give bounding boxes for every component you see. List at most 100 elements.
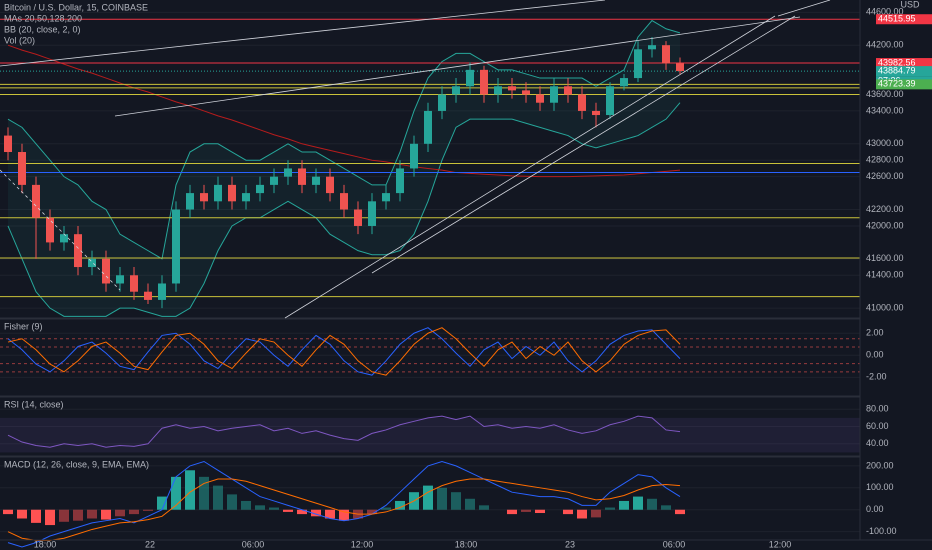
candle-body [340,193,348,210]
candle-body [130,275,138,292]
histogram-bar [45,509,55,526]
histogram-bar [633,496,643,510]
y-tick-label: 42600.00 [866,171,904,181]
histogram-bar [101,509,111,520]
histogram-bar [129,509,139,515]
currency: USD [900,0,920,9]
histogram-bar [297,509,307,515]
candle-body [410,143,418,169]
candle-body [242,193,250,202]
candle-body [550,86,558,103]
candle-body [298,168,306,185]
histogram-bar [73,509,83,521]
candle-body [200,193,208,202]
y-tick-label: 2.00 [866,328,884,338]
indicator-line [7,327,681,376]
candle-body [18,152,26,185]
candle-body [172,209,180,284]
candle-body [466,69,474,87]
trend-line [0,0,606,67]
y-tick-label: 42000.00 [866,220,904,230]
histogram-bar [115,509,125,517]
price-label: 43723.39 [878,79,916,89]
candle-body [158,283,166,300]
x-tick-label: 12:00 [769,539,792,549]
indicator-line [7,478,681,541]
histogram-bar [605,507,615,510]
candle-body [662,45,670,64]
histogram-bar [199,476,209,510]
price-axis [860,0,932,550]
x-tick-label: 06:00 [663,539,686,549]
y-tick-label: 43000.00 [866,138,904,148]
y-tick-label: 0.00 [866,350,884,360]
histogram-bar [591,509,601,518]
histogram-bar [185,470,195,510]
histogram-bar [647,498,657,510]
indicator-line [7,415,681,448]
histogram-bar [465,498,475,510]
candle-body [508,86,516,91]
candle-body [228,184,236,202]
candle-body [32,184,40,218]
y-tick-label: 100.00 [866,482,894,492]
candle-body [186,193,194,210]
histogram-bar [59,509,69,522]
candle-body [144,291,152,300]
histogram-bar [311,509,321,517]
price-label: 44515.95 [878,14,916,24]
y-tick-label: 43400.00 [866,105,904,115]
candle-body [564,86,572,95]
candle-body [438,94,446,111]
y-tick-label: 80.00 [866,404,889,414]
y-tick-label: -2.00 [866,372,887,382]
panel-title: Fisher (9) [4,321,43,331]
y-tick-label: 40.00 [866,438,889,448]
y-tick-label: 41600.00 [866,253,904,263]
histogram-bar [661,505,671,510]
price-label-box [876,58,932,69]
histogram-bar [577,509,587,519]
histogram-bar [143,509,153,511]
candle-body [648,45,656,50]
indicator-label: BB (20, close, 2, 0) [4,24,81,34]
candle-body [634,49,642,79]
candle-body [480,69,488,95]
candle-body [4,135,12,153]
candle-body [214,184,222,202]
x-tick-label: 06:00 [242,539,265,549]
candle-body [326,176,334,194]
candle-body [606,86,614,116]
price-label-box [876,79,932,90]
histogram-bar [157,496,167,510]
histogram-bar [563,509,573,515]
candle-body [522,90,530,95]
y-tick-label: 44200.00 [866,40,904,50]
histogram-bar [451,492,461,510]
histogram-bar [437,487,447,510]
candle-body [452,86,460,95]
y-tick-label: -100.00 [866,526,897,536]
candle-body [102,258,110,284]
rsi-band [0,417,860,453]
price-label-box [876,14,932,25]
histogram-bar [339,509,349,521]
candle-body [592,110,600,116]
candle-body [116,275,124,284]
price-label-box [876,66,932,77]
x-tick-label: 18:00 [34,539,57,549]
panel-title: RSI (14, close) [4,399,64,409]
trend-line [371,15,796,274]
axes: 44600.00 44200.00 43600.00 43400.00 43000.00… [4,7,932,549]
y-tick-label: 44600.00 [866,7,904,17]
candle-body [46,217,54,243]
x-tick-label: 12:00 [351,539,374,549]
histogram-bar [395,500,405,510]
candle-body [88,258,96,268]
histogram-bar [283,509,293,512]
histogram-bar [675,509,685,515]
histogram-bar [521,509,531,512]
histogram-bar [87,509,97,519]
indicator-line [7,44,681,178]
candle-body [396,168,404,194]
